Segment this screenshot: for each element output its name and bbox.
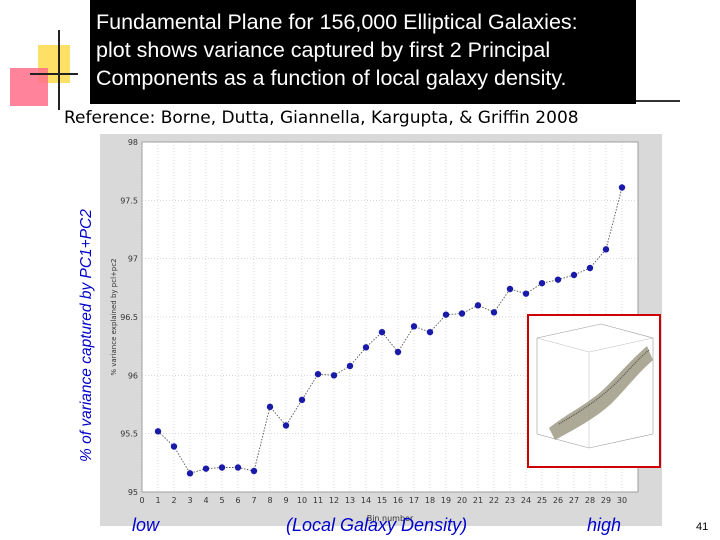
x-tick-label: 2	[171, 496, 176, 505]
density-axis-caption: (Local Galaxy Density)	[286, 515, 468, 535]
data-point	[570, 271, 578, 279]
x-tick-label: 17	[409, 496, 419, 505]
data-point	[426, 328, 434, 336]
data-point	[266, 403, 274, 411]
title-line-1: Fundamental Plane for 156,000 Elliptical…	[96, 10, 578, 34]
x-tick-label: 0	[139, 496, 144, 505]
inset-3d-graphic	[536, 323, 654, 449]
title-line-3: Components as a function of local galaxy…	[96, 66, 567, 90]
x-tick-label: 11	[313, 496, 323, 505]
y-tick-labels: 95 95.5 96 96.5 97 97.5 98	[120, 138, 138, 497]
title-rule	[636, 100, 680, 102]
data-points	[154, 184, 626, 477]
low-density-label: low	[132, 515, 160, 535]
high-density-label: high	[587, 515, 622, 535]
data-point	[202, 465, 210, 472]
x-tick-label: 18	[425, 496, 435, 505]
x-tick-label: 23	[505, 496, 515, 505]
x-tick-label: 30	[617, 496, 627, 505]
data-point	[410, 323, 418, 330]
logo-vertical-line	[58, 30, 60, 110]
x-tick-label: 14	[361, 496, 371, 505]
x-tick-label: 6	[235, 496, 240, 505]
data-point	[522, 290, 530, 297]
data-point	[186, 470, 194, 477]
inner-x-axis-label: Bin number	[367, 514, 414, 523]
data-point	[538, 279, 546, 287]
data-point	[442, 311, 450, 318]
outer-y-axis-label: % of variance captured by PC1+PC2	[78, 209, 95, 462]
x-tick-label: 1	[155, 496, 160, 505]
data-point	[490, 309, 498, 316]
y-tick-label: 97	[128, 255, 138, 264]
data-point	[602, 246, 610, 253]
title-line-2: plot shows variance captured by first 2 …	[96, 38, 551, 62]
y-tick-label: 95	[128, 488, 138, 497]
x-tick-label: 4	[203, 496, 208, 505]
data-point	[330, 372, 338, 379]
x-tick-label: 22	[489, 496, 499, 505]
x-tick-label: 29	[601, 496, 611, 505]
data-point	[234, 464, 242, 471]
x-tick-label: 19	[441, 496, 451, 505]
data-point	[218, 464, 226, 471]
x-tick-label: 10	[297, 496, 307, 505]
y-tick-label: 96	[128, 371, 138, 380]
y-tick-label: 97.5	[120, 196, 138, 205]
x-tick-label: 24	[521, 496, 531, 505]
data-point	[282, 422, 290, 429]
x-tick-label: 25	[537, 496, 547, 505]
data-point	[394, 348, 402, 356]
logo-horizontal-line	[30, 73, 78, 75]
data-point	[586, 264, 594, 272]
inner-y-axis-label: % variance explained by pcl+pc2	[110, 258, 118, 375]
x-tick-label: 20	[457, 496, 467, 505]
x-tick-label: 9	[283, 496, 288, 505]
data-point	[506, 285, 514, 293]
x-tick-label: 28	[585, 496, 595, 505]
data-point	[554, 276, 562, 283]
data-point	[154, 428, 162, 435]
page-number: 41	[696, 521, 709, 533]
x-tick-label: 5	[219, 496, 224, 505]
x-tick-label: 7	[251, 496, 256, 505]
x-tick-labels: 0 1 2 3 4 5 6 7 8 9 10 11 12 13 14 15 16 17 18 19 20 21 22 23 24…	[139, 496, 627, 505]
x-tick-label: 27	[569, 496, 579, 505]
data-point	[618, 184, 626, 191]
data-point	[170, 443, 178, 450]
data-point	[474, 302, 482, 309]
slide-title: Fundamental Plane for 156,000 Elliptical…	[90, 0, 636, 104]
x-tick-label: 26	[553, 496, 563, 505]
x-tick-label: 16	[393, 496, 403, 505]
y-tick-label: 96.5	[120, 313, 138, 322]
data-point	[362, 344, 370, 351]
data-point	[250, 467, 258, 475]
y-tick-label: 98	[128, 138, 138, 147]
reference-text: Reference: Borne, Dutta, Giannella, Karg…	[64, 108, 664, 134]
data-point	[458, 310, 466, 317]
x-tick-label: 15	[377, 496, 387, 505]
x-tick-label: 3	[187, 496, 192, 505]
data-point	[298, 396, 306, 404]
data-point	[314, 370, 322, 378]
data-point	[346, 362, 354, 370]
x-tick-label: 12	[329, 496, 339, 505]
y-tick-label: 95.5	[120, 430, 138, 439]
inset-3d-plot	[527, 314, 661, 468]
x-tick-label: 13	[345, 496, 355, 505]
data-point	[378, 328, 386, 336]
x-tick-label: 21	[473, 496, 483, 505]
x-tick-label: 8	[267, 496, 272, 505]
